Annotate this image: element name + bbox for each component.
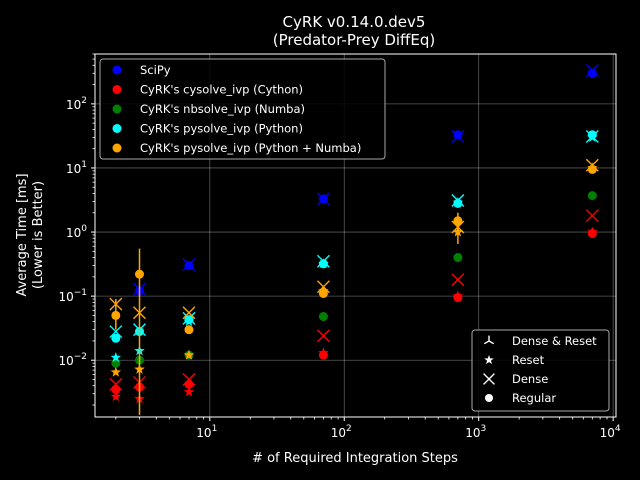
data-point-x (316, 280, 330, 294)
x-tick-label: 103 (465, 424, 486, 440)
legend-swatch (112, 65, 122, 75)
series-legend: SciPy CyRK's cysolve_ivp (Cython) CyRK's n… (99, 58, 386, 160)
plot-frame (94, 53, 617, 418)
data-point-x (109, 377, 123, 391)
data-point-x (109, 297, 123, 311)
data-point-x (182, 373, 196, 387)
data-point-x (316, 329, 330, 343)
data-point-x (182, 258, 196, 272)
legend-label: CyRK's nbsolve_ivp (Numba) (140, 102, 305, 116)
legend-swatch (112, 124, 122, 133)
data-point-star (134, 363, 145, 374)
data-point-circle (318, 312, 328, 322)
legend-marker-star (484, 355, 494, 364)
legend-label: CyRK's pysolve_ivp (Python) (140, 122, 303, 136)
y-tick-label: 10−1 (58, 288, 87, 304)
marker-legend: Dense & Reset Reset Dense Regular (471, 329, 610, 412)
data-point-circle (453, 216, 463, 226)
data-point-x (316, 192, 330, 206)
data-point-circle (587, 68, 597, 78)
x-tick-label: 101 (196, 424, 217, 440)
x-axis-label: # of Required Integration Steps (252, 451, 458, 466)
data-point-star (183, 349, 195, 360)
data-point-star (318, 258, 329, 269)
data-point-x (585, 158, 599, 172)
data-point-x (316, 254, 330, 268)
legend-label: SciPy (140, 63, 171, 77)
data-point-x (451, 220, 465, 234)
y-tick-label: 100 (66, 224, 87, 240)
data-point-star (452, 290, 464, 301)
x-tick-label: 102 (331, 424, 352, 440)
data-point-circle (453, 130, 463, 140)
data-point-star (318, 285, 329, 296)
legend-label: Dense (512, 372, 548, 386)
axis-ticks: 101 102 103 104 10−2 10−1 100 101 102 (58, 53, 621, 440)
x-tick-label: 104 (600, 424, 621, 440)
marker-legend-box (471, 329, 610, 412)
data-point-circle (184, 325, 194, 335)
data-point-circle (587, 191, 597, 201)
data-point-star (110, 366, 122, 377)
data-point-x (451, 194, 465, 208)
series-legend-box (99, 58, 386, 160)
chart-title: CyRK v0.14.0.dev5 (283, 13, 426, 31)
data-point-x (585, 129, 599, 143)
data-point-star (110, 391, 122, 402)
data-point-star (318, 347, 329, 358)
legend-label: Reset (512, 353, 545, 367)
data-point-star (452, 196, 464, 207)
data-point-circle (111, 333, 121, 343)
data-point-circle (111, 310, 121, 320)
legend-label: Dense & Reset (512, 334, 597, 348)
y-tick-label: 10−2 (58, 352, 87, 368)
legend-marker-circle (484, 393, 494, 403)
y-tick-label: 102 (66, 96, 87, 112)
data-point-x (133, 306, 146, 320)
data-point-star (110, 352, 122, 363)
data-point-star (183, 316, 195, 327)
y-axis-label-line2: (Lower is Better) (31, 181, 46, 289)
data-point-x (585, 64, 599, 78)
data-point-star (452, 226, 464, 237)
legend-marker-x (483, 373, 495, 385)
legend-marker-tri (483, 335, 495, 345)
data-point-x (109, 325, 123, 339)
legend-label: CyRK's cysolve_ivp (Cython) (140, 83, 303, 97)
data-point-x (182, 311, 196, 325)
data-point-circle (111, 358, 121, 368)
legend-swatch (112, 143, 122, 153)
chart-subtitle: (Predator-Prey DiffEq) (273, 31, 436, 49)
data-point-x (585, 209, 599, 223)
data-point-star (183, 386, 195, 397)
data-point-x (182, 306, 196, 320)
legend-swatch (112, 85, 122, 94)
y-tick-label: 101 (66, 160, 87, 176)
data-point-star (587, 226, 598, 237)
y-axis-label-line1: Average Time [ms] (15, 173, 30, 296)
plot-marks (109, 64, 599, 415)
legend-label: Regular (512, 391, 556, 405)
legend-label: CyRK's pysolve_ivp (Python + Numba) (140, 141, 361, 155)
data-point-x (451, 273, 465, 287)
data-point-x (451, 129, 465, 143)
legend-swatch (112, 104, 122, 114)
data-point-circle (135, 269, 145, 279)
data-point-star (587, 162, 598, 173)
data-point-circle (453, 253, 463, 263)
